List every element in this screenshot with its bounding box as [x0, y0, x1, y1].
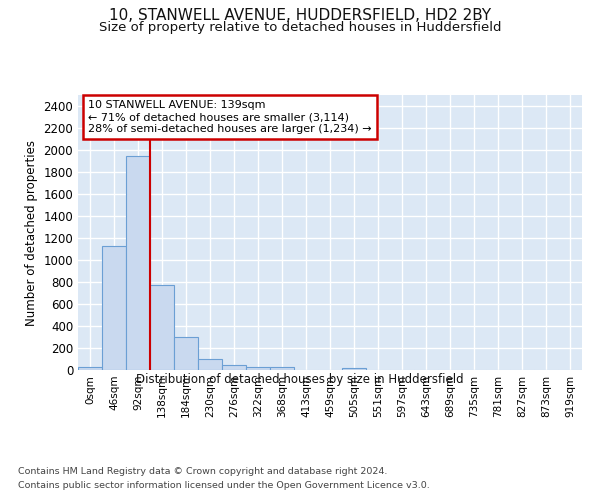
Bar: [78, 366, 102, 370]
Bar: [198, 359, 222, 370]
Bar: [270, 366, 294, 370]
Text: Contains public sector information licensed under the Open Government Licence v3: Contains public sector information licen…: [18, 481, 430, 490]
Text: 10, STANWELL AVENUE, HUDDERSFIELD, HD2 2BY: 10, STANWELL AVENUE, HUDDERSFIELD, HD2 2…: [109, 8, 491, 22]
Bar: [246, 367, 270, 370]
Text: 10 STANWELL AVENUE: 139sqm
← 71% of detached houses are smaller (3,114)
28% of s: 10 STANWELL AVENUE: 139sqm ← 71% of deta…: [88, 100, 372, 134]
Bar: [174, 337, 198, 370]
Y-axis label: Number of detached properties: Number of detached properties: [25, 140, 38, 326]
Bar: [342, 368, 366, 370]
Text: Size of property relative to detached houses in Huddersfield: Size of property relative to detached ho…: [99, 21, 501, 34]
Bar: [102, 246, 126, 370]
Bar: [150, 286, 174, 370]
Text: Distribution of detached houses by size in Huddersfield: Distribution of detached houses by size …: [136, 372, 464, 386]
Bar: [222, 365, 246, 370]
Bar: [126, 156, 150, 370]
Text: Contains HM Land Registry data © Crown copyright and database right 2024.: Contains HM Land Registry data © Crown c…: [18, 467, 388, 476]
